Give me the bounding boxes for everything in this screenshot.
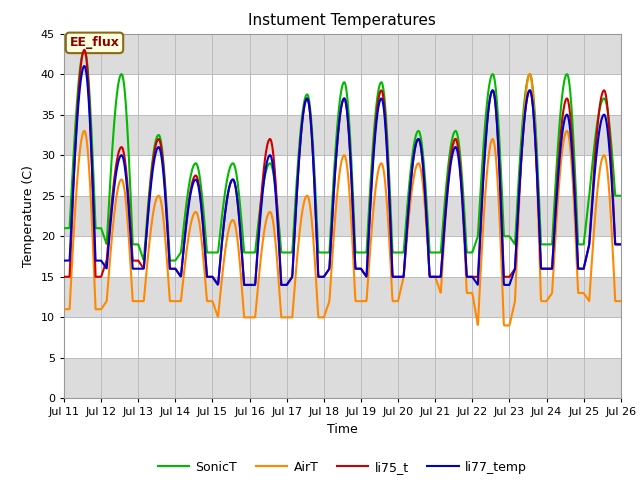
- li75_t: [297, 132, 305, 138]
- SonicT: [60, 225, 68, 231]
- li77_temp: [81, 63, 88, 69]
- SonicT: [378, 79, 385, 85]
- li77_temp: [126, 226, 134, 231]
- li77_temp: [104, 257, 111, 263]
- li75_t: [378, 87, 385, 93]
- SonicT: [297, 124, 305, 130]
- Title: Instument Temperatures: Instument Temperatures: [248, 13, 436, 28]
- li77_temp: [60, 258, 68, 264]
- AirT: [377, 161, 385, 167]
- li75_t: [60, 274, 68, 280]
- X-axis label: Time: Time: [327, 423, 358, 436]
- li77_temp: [308, 144, 316, 150]
- AirT: [296, 224, 304, 229]
- SonicT: [81, 47, 88, 53]
- li75_t: [319, 274, 326, 280]
- AirT: [318, 314, 326, 320]
- Line: li75_t: li75_t: [64, 50, 621, 285]
- AirT: [500, 323, 508, 328]
- li77_temp: [297, 132, 305, 138]
- Legend: SonicT, AirT, li75_t, li77_temp: SonicT, AirT, li75_t, li77_temp: [153, 456, 532, 479]
- AirT: [60, 306, 68, 312]
- AirT: [126, 250, 134, 255]
- Bar: [64, 277, 621, 317]
- Line: AirT: AirT: [64, 74, 621, 325]
- Bar: [64, 358, 621, 398]
- li75_t: [104, 249, 111, 254]
- AirT: [617, 298, 625, 304]
- SonicT: [126, 181, 134, 187]
- SonicT: [104, 228, 111, 233]
- Line: SonicT: SonicT: [64, 50, 621, 261]
- AirT: [526, 71, 534, 77]
- li77_temp: [319, 274, 326, 280]
- li75_t: [81, 47, 88, 53]
- li75_t: [308, 144, 316, 150]
- li77_temp: [617, 241, 625, 247]
- AirT: [103, 293, 111, 299]
- SonicT: [617, 193, 625, 199]
- Y-axis label: Temperature (C): Temperature (C): [22, 165, 35, 267]
- SonicT: [308, 134, 316, 140]
- SonicT: [166, 258, 173, 264]
- li77_temp: [378, 96, 385, 101]
- li75_t: [617, 241, 625, 247]
- Bar: [64, 196, 621, 236]
- AirT: [308, 218, 316, 224]
- li77_temp: [240, 282, 248, 288]
- SonicT: [319, 250, 326, 255]
- Text: EE_flux: EE_flux: [70, 36, 120, 49]
- li75_t: [240, 282, 248, 288]
- Bar: [64, 34, 621, 74]
- Line: li77_temp: li77_temp: [64, 66, 621, 285]
- Bar: [64, 115, 621, 155]
- li75_t: [126, 218, 134, 224]
